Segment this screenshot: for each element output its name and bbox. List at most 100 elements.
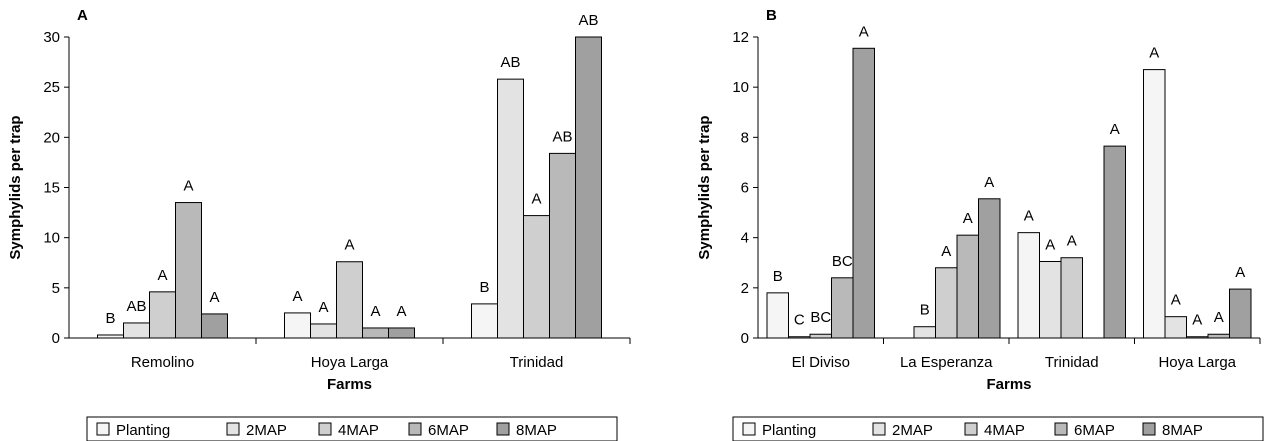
y-tick-label: 2 — [741, 280, 749, 297]
y-tick-label: 25 — [43, 79, 60, 96]
bar — [1143, 69, 1166, 339]
significance-label: A — [859, 23, 869, 40]
category-label: La Esperanza — [900, 354, 993, 371]
bar — [1060, 257, 1083, 339]
legend-swatch — [318, 422, 332, 436]
bar — [1207, 333, 1230, 339]
significance-label: B — [920, 302, 930, 319]
legend-label: 6MAP — [428, 422, 469, 439]
category-label: Trinidad — [1045, 354, 1099, 371]
significance-label: A — [209, 289, 219, 306]
legend-swatch — [226, 422, 240, 436]
legend-label: 4MAP — [984, 422, 1025, 439]
y-tick-label: 12 — [732, 29, 749, 46]
y-tick-label: 20 — [43, 129, 60, 146]
bar — [956, 234, 979, 339]
legend-label: Planting — [116, 422, 170, 439]
bar — [388, 327, 415, 339]
significance-label: B — [105, 310, 115, 327]
y-tick-label: 4 — [741, 230, 749, 247]
category-label: Hoya Larga — [1158, 354, 1236, 371]
y-tick-label: 6 — [741, 180, 749, 197]
significance-label: AB — [500, 54, 520, 71]
bar — [1229, 288, 1252, 339]
bar — [497, 78, 524, 339]
y-axis-title: Symphylids per trap — [7, 115, 24, 259]
legend-swatch — [496, 422, 510, 436]
legend-swatch — [742, 422, 756, 436]
bar — [788, 336, 811, 339]
significance-label: A — [1192, 312, 1202, 329]
bar — [149, 291, 176, 339]
significance-label: AB — [126, 298, 146, 315]
y-tick-label: 0 — [52, 330, 60, 347]
legend-label: 4MAP — [338, 422, 379, 439]
x-axis-title: Farms — [327, 376, 372, 393]
bar — [284, 312, 311, 339]
bar — [549, 152, 576, 339]
y-tick-label: 10 — [43, 230, 60, 247]
bar — [362, 327, 389, 339]
significance-label: A — [157, 267, 167, 284]
y-tick-label: 15 — [43, 180, 60, 197]
significance-label: A — [1067, 233, 1077, 250]
bar — [575, 36, 602, 339]
bar — [1017, 232, 1040, 339]
significance-label: A — [318, 299, 328, 316]
significance-label: A — [963, 210, 973, 227]
bar — [809, 333, 832, 339]
significance-label: AB — [578, 12, 598, 29]
bar — [935, 267, 958, 339]
bar — [336, 261, 363, 339]
significance-label: A — [1110, 121, 1120, 138]
bar — [123, 322, 150, 339]
significance-label: A — [1214, 309, 1224, 326]
bar — [1103, 145, 1126, 339]
y-tick-label: 8 — [741, 129, 749, 146]
bar — [1164, 316, 1187, 339]
bar — [523, 215, 550, 339]
chart-a: 0 5 10 15 20 25 30 A Symphylids per trap Farms Rem… — [7, 7, 631, 441]
significance-label: A — [1045, 236, 1055, 253]
bar — [175, 202, 202, 339]
bar — [1039, 260, 1062, 339]
significance-label: A — [396, 303, 406, 320]
panel-label: A — [77, 7, 88, 24]
significance-label: A — [292, 288, 302, 305]
significance-label: A — [531, 191, 541, 208]
legend-swatch — [1142, 422, 1156, 436]
x-axis-title: Farms — [986, 376, 1031, 393]
legend-swatch — [96, 422, 110, 436]
chart-b: 0 2 4 6 8 10 12 B Symphylids per trap Farms El Div… — [696, 7, 1264, 441]
panel-label: B — [766, 7, 777, 24]
significance-label: BC — [832, 253, 853, 270]
significance-label: C — [794, 312, 805, 329]
bar — [978, 198, 1001, 339]
legend-label: 2MAP — [892, 422, 933, 439]
significance-label: B — [479, 279, 489, 296]
bar — [852, 47, 875, 339]
y-tick-label: 30 — [43, 29, 60, 46]
significance-label: A — [370, 303, 380, 320]
bar — [766, 292, 789, 339]
legend-label: 8MAP — [516, 422, 557, 439]
significance-label: AB — [552, 128, 572, 145]
legend-swatch — [964, 422, 978, 436]
legend-label: 2MAP — [246, 422, 287, 439]
significance-label: A — [1024, 208, 1034, 225]
significance-label: A — [1171, 292, 1181, 309]
significance-label: A — [344, 237, 354, 254]
bar — [1186, 336, 1209, 339]
significance-label: A — [984, 174, 994, 191]
category-label: Trinidad — [510, 354, 564, 371]
significance-label: A — [941, 243, 951, 260]
bar — [471, 303, 498, 339]
significance-label: A — [1149, 45, 1159, 62]
y-tick-label: 0 — [741, 330, 749, 347]
legend-box — [86, 416, 618, 441]
significance-label: B — [773, 268, 783, 285]
category-label: Remolino — [131, 354, 194, 371]
legend-swatch — [408, 422, 422, 436]
legend-box — [732, 416, 1264, 441]
bar — [201, 313, 228, 339]
